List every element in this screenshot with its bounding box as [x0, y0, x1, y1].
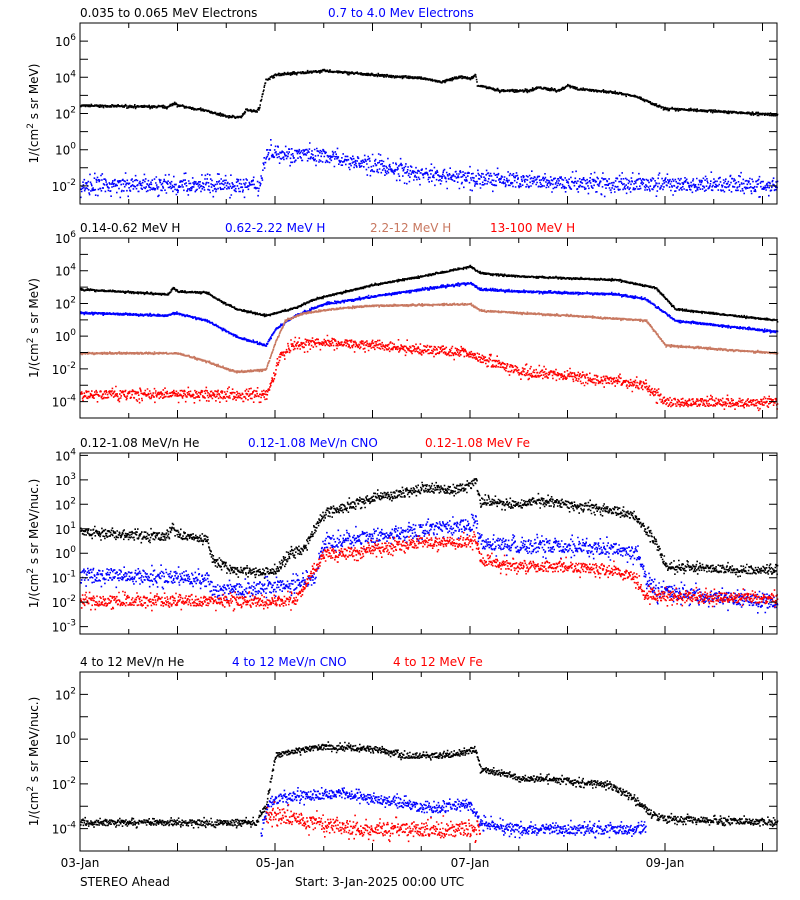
x-tick-label: 03-Jan — [61, 856, 100, 870]
y-tick-label: 104 — [55, 263, 76, 279]
legend-label: 0.12-1.08 MeV/n CNO — [248, 436, 378, 450]
y-tick-label: 100 — [55, 731, 76, 747]
y-tick-label: 100 — [55, 328, 76, 344]
series-4-1 — [80, 741, 779, 829]
y-axis-label: 1/(cm2 s sr MeV/nuc.) — [26, 479, 41, 609]
series-1-1 — [80, 68, 779, 119]
panel-4: 4 to 12 MeV/n He 4 to 12 MeV/n CNO 4 to 12… — [26, 655, 779, 870]
y-tick-label: 102 — [55, 496, 76, 512]
series-2-4 — [80, 334, 779, 412]
y-tick-label: 10-2 — [52, 361, 76, 377]
series-2-1 — [80, 264, 779, 323]
y-tick-label: 102 — [55, 106, 76, 122]
legend-label: 0.62-2.22 MeV H — [225, 221, 325, 235]
legend-label: 4 to 12 MeV/n He — [80, 655, 184, 669]
footer-spacecraft: STEREO Ahead — [80, 875, 170, 889]
plot-frame — [79, 671, 778, 852]
legend-label: 4 to 12 MeV Fe — [393, 655, 483, 669]
y-tick-label: 103 — [55, 472, 76, 488]
x-tick-label: 07-Jan — [451, 856, 490, 870]
legend-label: 0.035 to 0.065 MeV Electrons — [80, 6, 257, 20]
y-tick-label: 104 — [55, 447, 76, 463]
y-tick-label: 10-2 — [52, 594, 76, 610]
plot-frame — [79, 452, 778, 635]
y-tick-label: 10-1 — [52, 570, 76, 586]
panel-1: 0.035 to 0.065 MeV Electrons 0.7 to 4.0 M… — [26, 6, 779, 205]
series-3-2 — [80, 513, 779, 614]
legend-label: 0.7 to 4.0 Mev Electrons — [328, 6, 474, 20]
series-4-3 — [265, 801, 481, 843]
y-tick-label: 10-2 — [52, 776, 76, 792]
legend-label: 4 to 12 MeV/n CNO — [232, 655, 347, 669]
series-3-3 — [80, 531, 779, 612]
y-tick-label: 102 — [55, 295, 76, 311]
legend-label: 0.12-1.08 MeV/n He — [80, 436, 199, 450]
plot-frame — [79, 237, 778, 419]
legend-label: 0.14-0.62 MeV H — [80, 221, 180, 235]
y-tick-label: 10-3 — [52, 619, 76, 635]
legend-label: 2.2-12 MeV H — [370, 221, 451, 235]
y-axis-label: 1/(cm2 s sr MeV/nuc.) — [26, 697, 41, 827]
y-tick-label: 104 — [55, 69, 76, 85]
series-2-3 — [80, 302, 779, 374]
y-tick-label: 106 — [55, 230, 76, 246]
panel-3: 0.12-1.08 MeV/n He 0.12-1.08 MeV/n CNO 0.1… — [26, 436, 779, 635]
y-axis-label: 1/(cm2 s sr MeV) — [26, 64, 41, 164]
series-3-1 — [80, 478, 779, 579]
x-tick-label: 09-Jan — [646, 856, 685, 870]
series-4-2 — [260, 787, 647, 839]
y-tick-label: 100 — [55, 545, 76, 561]
legend-label: 13-100 MeV H — [490, 221, 575, 235]
y-tick-label: 10-4 — [52, 394, 77, 410]
y-tick-label: 10-2 — [52, 178, 76, 194]
y-axis-label: 1/(cm2 s sr MeV) — [26, 278, 41, 378]
x-tick-label: 05-Jan — [256, 856, 295, 870]
y-tick-label: 106 — [55, 33, 76, 49]
series-1-2 — [80, 139, 779, 199]
y-tick-label: 10-4 — [52, 821, 77, 837]
y-tick-label: 102 — [55, 686, 76, 702]
y-tick-label: 101 — [55, 521, 76, 537]
legend-label: 0.12-1.08 MeV Fe — [425, 436, 530, 450]
y-tick-label: 100 — [55, 142, 76, 158]
panel-2: 0.14-0.62 MeV H 0.62-2.22 MeV H 2.2-12 MeV… — [26, 221, 779, 419]
footer-start-time: Start: 3-Jan-2025 00:00 UTC — [295, 875, 464, 889]
